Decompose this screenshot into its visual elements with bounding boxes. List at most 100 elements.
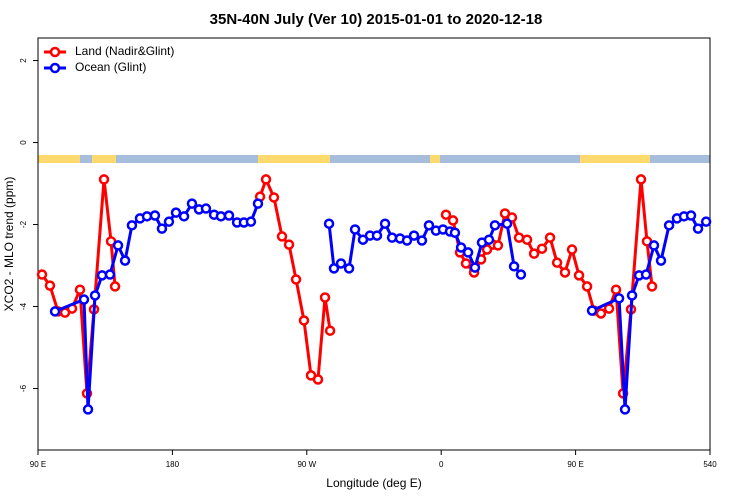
legend-label: Land (Nadir&Glint) — [75, 44, 174, 58]
point — [551, 257, 563, 268]
point — [163, 216, 175, 227]
land-ocean-strip — [38, 155, 710, 163]
point — [626, 290, 638, 301]
y-tick-label: -6 — [19, 384, 28, 392]
point — [260, 174, 272, 185]
point — [223, 210, 235, 221]
point — [455, 242, 467, 253]
point — [82, 404, 94, 415]
point — [200, 203, 212, 214]
point — [112, 240, 124, 251]
point — [528, 248, 540, 259]
point — [408, 230, 420, 241]
point — [379, 218, 391, 229]
legend-label: Ocean (Glint) — [75, 60, 146, 74]
y-tick-label: 0 — [19, 140, 28, 145]
point — [581, 281, 593, 292]
point — [335, 258, 347, 269]
point — [149, 210, 161, 221]
point — [319, 292, 331, 303]
point — [492, 240, 504, 251]
x-tick-label: 90 E — [567, 460, 583, 469]
point — [603, 303, 615, 314]
point — [349, 224, 361, 235]
point — [186, 198, 198, 209]
point — [460, 258, 472, 269]
point — [586, 305, 598, 316]
point — [544, 232, 556, 243]
point — [89, 290, 101, 301]
point — [440, 209, 452, 220]
point — [74, 284, 86, 295]
y-tick-label: -4 — [19, 302, 28, 310]
y-tick-label: 2 — [19, 58, 28, 63]
point — [648, 240, 660, 251]
point — [483, 234, 495, 245]
point — [44, 280, 56, 291]
point — [324, 325, 336, 336]
point — [283, 239, 295, 250]
point — [685, 210, 697, 221]
point — [595, 308, 607, 319]
point — [619, 404, 631, 415]
point — [521, 234, 533, 245]
point — [245, 216, 257, 227]
point — [501, 218, 513, 229]
point — [462, 247, 474, 258]
y-axis-label: XCO2 - MLO trend (ppm) — [2, 177, 16, 312]
point — [610, 284, 622, 295]
point — [508, 261, 520, 272]
point — [178, 211, 190, 222]
point — [416, 235, 428, 246]
x-axis-label: Longitude (deg E) — [326, 476, 421, 490]
point — [98, 174, 110, 185]
point — [423, 220, 435, 231]
point — [328, 263, 340, 274]
point — [655, 255, 667, 266]
y-tick-label: -2 — [19, 220, 28, 228]
point — [566, 244, 578, 255]
legend-marker — [49, 46, 61, 58]
point — [276, 231, 288, 242]
point — [371, 230, 383, 241]
point — [298, 315, 310, 326]
point — [489, 220, 501, 231]
point — [692, 223, 704, 234]
point — [536, 243, 548, 254]
point — [700, 216, 712, 227]
point — [559, 267, 571, 278]
point — [119, 255, 131, 266]
point — [640, 269, 652, 280]
plot-frame — [37, 37, 711, 451]
point — [635, 174, 647, 185]
x-tick-label: 0 — [439, 460, 444, 469]
point — [613, 293, 625, 304]
point — [104, 269, 116, 280]
point — [312, 374, 324, 385]
x-tick-label: 540 — [703, 460, 717, 469]
point — [401, 235, 413, 246]
point — [126, 220, 138, 231]
point — [663, 220, 675, 231]
legend-marker — [49, 62, 61, 74]
x-tick-label: 90 E — [30, 460, 46, 469]
point — [268, 192, 280, 203]
point — [515, 269, 527, 280]
series-line — [40, 177, 654, 395]
point — [49, 306, 61, 317]
point — [449, 227, 461, 238]
chart-title: 35N-40N July (Ver 10) 2015-01-01 to 2020… — [210, 11, 543, 28]
x-tick-label: 90 W — [297, 460, 316, 469]
point — [343, 263, 355, 274]
point — [109, 281, 121, 292]
point — [170, 207, 182, 218]
point — [156, 223, 168, 234]
point — [646, 281, 658, 292]
point — [78, 294, 90, 305]
point — [469, 262, 481, 273]
point — [36, 269, 48, 280]
point — [215, 211, 227, 222]
point — [323, 218, 335, 229]
point — [290, 274, 302, 285]
